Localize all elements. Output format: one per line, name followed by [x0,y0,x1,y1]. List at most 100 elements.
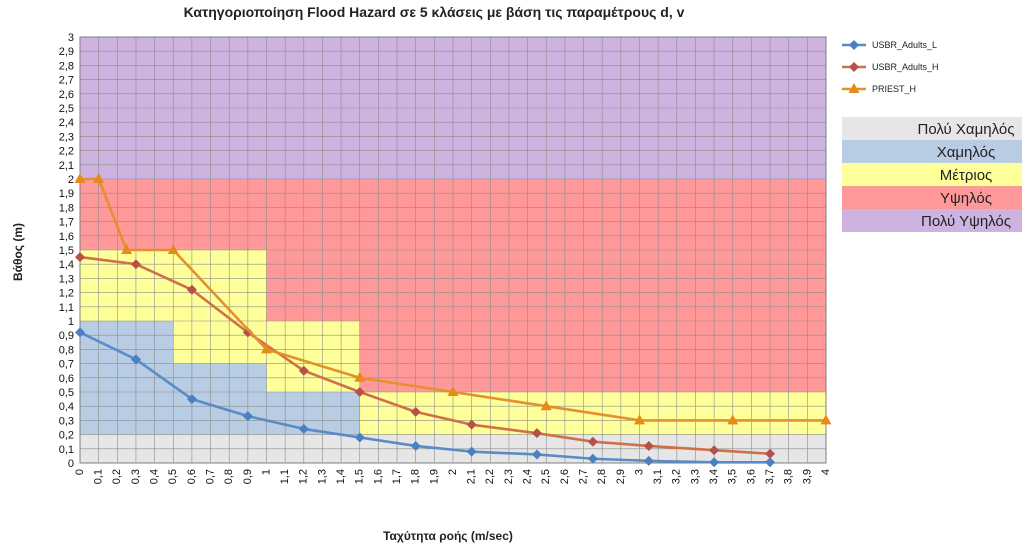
data-point [466,419,477,430]
x-tick-label: 0,5 [167,469,179,484]
y-tick-label: 0,7 [59,359,74,371]
legend-marker [849,40,859,50]
hazard-label: Πολύ Χαμηλός [918,121,1015,138]
legend-label: PRIEST_H [872,84,916,94]
x-tick-label: 3,3 [689,469,701,484]
y-tick-label: 2,1 [59,160,74,172]
x-tick-label: 0,1 [93,469,105,484]
data-point [466,446,477,457]
y-tick-labels: 0 0,1 0,2 0,3 0,4 0,5 0,6 0,7 0,8 0,9 1 1,1 1,2 1,3 1,… [59,32,74,470]
y-tick-label: 0,2 [59,430,74,442]
y-tick-label: 1,7 [59,217,74,229]
data-point [447,386,459,396]
legend-item-USBR_Adults_L: USBR_Adults_L [842,40,937,50]
x-tick-label: 3,9 [801,469,813,484]
y-tick-label: 0,5 [59,387,74,399]
hazard-label: Μέτριος [940,167,993,184]
y-tick-label: 1,3 [59,273,74,285]
hazard-swatch [842,163,1022,186]
hazard-legend-item-2: Μέτριος [842,163,1022,186]
x-tick-label: 1,9 [428,469,440,484]
series-PRIEST_H [74,173,832,425]
data-point [765,448,776,459]
series-USBR_Adults_H [75,252,776,459]
x-tick-label: 1,1 [279,469,291,484]
x-tick-label: 3,4 [708,469,720,484]
y-tick-label: 0,6 [59,373,74,385]
hazard-swatch [842,209,1022,232]
y-tick-label: 2,8 [59,60,74,72]
y-tick-label: 2,7 [59,75,74,87]
data-point [727,414,739,425]
data-point [75,252,85,263]
y-tick-label: 0,3 [59,415,74,427]
x-tick-label: 2 [447,469,459,475]
data-point [531,428,542,439]
hazard-swatch [842,186,1022,209]
y-tick-label: 1,9 [59,188,74,200]
data-point [242,411,253,422]
hazard-swatch [842,140,1022,163]
y-tick-label: 2,3 [59,131,74,143]
data-point [75,327,85,338]
x-tick-label: 0,4 [149,469,161,484]
data-point [242,327,253,338]
y-axis-title: Βάθος (m) [11,223,25,281]
data-point [709,457,720,468]
x-tick-label: 2,9 [615,469,627,484]
y-tick-label: 1,1 [59,302,74,314]
y-tick-label: 1,4 [59,259,74,271]
plot-border [79,36,827,464]
data-point [643,440,654,451]
data-point [93,173,105,183]
x-tick-label: 0,8 [223,469,235,484]
y-tick-label: 2,6 [59,89,74,101]
data-point [354,387,365,397]
y-tick-label: 2 [68,174,74,186]
hazard-legend-item-4: Πολύ Υψηλός [842,209,1022,232]
x-axis-title: Ταχύτητα ροής (m/sec) [383,529,513,543]
data-point [298,423,309,434]
x-tick-label: 1,2 [298,469,310,484]
x-tick-label: 2,4 [522,469,534,484]
y-tick-label: 0,9 [59,330,74,342]
legend-label: USBR_Adults_H [872,62,939,72]
y-tick-label: 0,8 [59,344,74,356]
x-tick-label: 0,9 [242,469,254,484]
x-tick-label: 4 [820,469,832,475]
data-point [587,436,598,447]
x-tick-label: 0,3 [130,469,142,484]
data-point [410,406,421,417]
legend-marker [849,62,859,72]
data-point [167,244,179,254]
y-tick-label: 1,6 [59,231,74,243]
x-tick-label: 2,1 [466,469,478,484]
x-tick-label: 2,7 [577,469,589,484]
y-tick-label: 1,5 [59,245,74,257]
x-tick-label: 2,6 [559,469,571,484]
x-tick-label: 1 [260,469,272,475]
y-tick-label: 0,4 [59,401,74,413]
data-point [634,414,645,425]
data-point [765,457,776,468]
hazard-label: Πολύ Υψηλός [921,213,1011,230]
data-point [643,455,654,466]
x-tick-label: 1,7 [391,469,403,484]
legend-item-PRIEST_H: PRIEST_H [842,83,916,94]
y-tick-label: 1,8 [59,202,74,214]
data-point [130,354,141,365]
x-tick-label: 3,2 [671,469,683,484]
hazard-label: Υψηλός [940,190,992,207]
y-tick-label: 2,2 [59,146,74,158]
legend-item-USBR_Adults_H: USBR_Adults_H [842,62,939,72]
data-point [298,365,309,376]
x-tick-label: 3,5 [727,469,739,484]
y-tick-label: 0,1 [59,444,74,456]
x-tick-label: 3,7 [764,469,776,484]
data-point [74,173,86,183]
hazard-legend: Πολύ Χαμηλός Χαμηλός Μέτριος Υψηλός Πολύ Υψη… [842,117,1022,232]
x-tick-label: 1,5 [354,469,366,484]
data-point [820,414,832,425]
x-tick-label: 2,2 [484,469,496,484]
